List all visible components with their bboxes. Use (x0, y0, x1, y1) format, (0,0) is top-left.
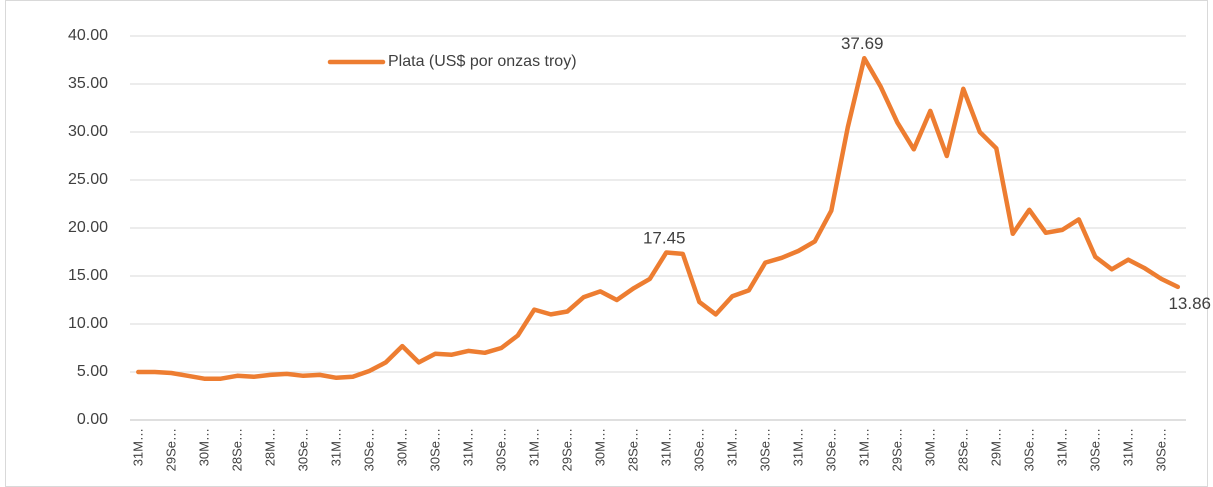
y-tick-label: 35.00 (68, 75, 108, 92)
data-label: 37.69 (841, 34, 884, 53)
x-tick-label: 30Se… (1154, 428, 1169, 471)
y-tick-label: 30.00 (68, 123, 108, 140)
x-tick-label: 31M… (329, 428, 344, 466)
x-tick-label: 31M… (791, 428, 806, 466)
x-tick-label: 31M… (131, 428, 146, 466)
y-tick-label: 40.00 (68, 27, 108, 44)
data-label: 13.86 (1168, 294, 1211, 313)
x-tick-label: 31M… (725, 428, 740, 466)
data-label: 17.45 (643, 228, 686, 247)
x-tick-label: 30Se… (296, 428, 311, 471)
x-tick-label: 28M… (263, 428, 278, 466)
x-tick-label: 30Se… (428, 428, 443, 471)
x-tick-label: 31M… (461, 428, 476, 466)
x-tick-label: 31M… (857, 428, 872, 466)
x-tick-label: 30Se… (824, 428, 839, 471)
y-tick-label: 20.00 (68, 219, 108, 236)
x-tick-label: 30Se… (362, 428, 377, 471)
x-tick-label: 31M… (659, 428, 674, 466)
x-tick-label: 30Se… (1022, 428, 1037, 471)
y-tick-label: 25.00 (68, 171, 108, 188)
x-tick-label: 31M… (1055, 428, 1070, 466)
x-tick-label: 29Se… (164, 428, 179, 471)
x-tick-label: 30M… (395, 428, 410, 466)
line-series (136, 55, 1181, 381)
x-tick-label: 29M… (989, 428, 1004, 466)
x-tick-label: 30Se… (494, 428, 509, 471)
x-tick-label: 30Se… (758, 428, 773, 471)
x-tick-label: 28Se… (230, 428, 245, 471)
y-tick-label: 0.00 (77, 411, 108, 428)
y-tick-label: 10.00 (68, 315, 108, 332)
x-tick-label: 28Se… (626, 428, 641, 471)
y-tick-label: 5.00 (77, 363, 108, 380)
x-tick-label: 30M… (923, 428, 938, 466)
x-tick-label: 29Se… (560, 428, 575, 471)
x-tick-label: 29Se… (890, 428, 905, 471)
x-tick-label: 28Se… (956, 428, 971, 471)
x-tick-label: 30Se… (1088, 428, 1103, 471)
x-tick-label: 30M… (593, 428, 608, 466)
y-tick-label: 15.00 (68, 267, 108, 284)
x-tick-label: 30M… (197, 428, 212, 466)
x-tick-label: 30Se… (692, 428, 707, 471)
chart-border (5, 0, 1208, 487)
x-tick-label: 31M… (1121, 428, 1136, 466)
legend-label: Plata (US$ por onzas troy) (388, 53, 577, 70)
x-tick-label: 31M… (527, 428, 542, 466)
